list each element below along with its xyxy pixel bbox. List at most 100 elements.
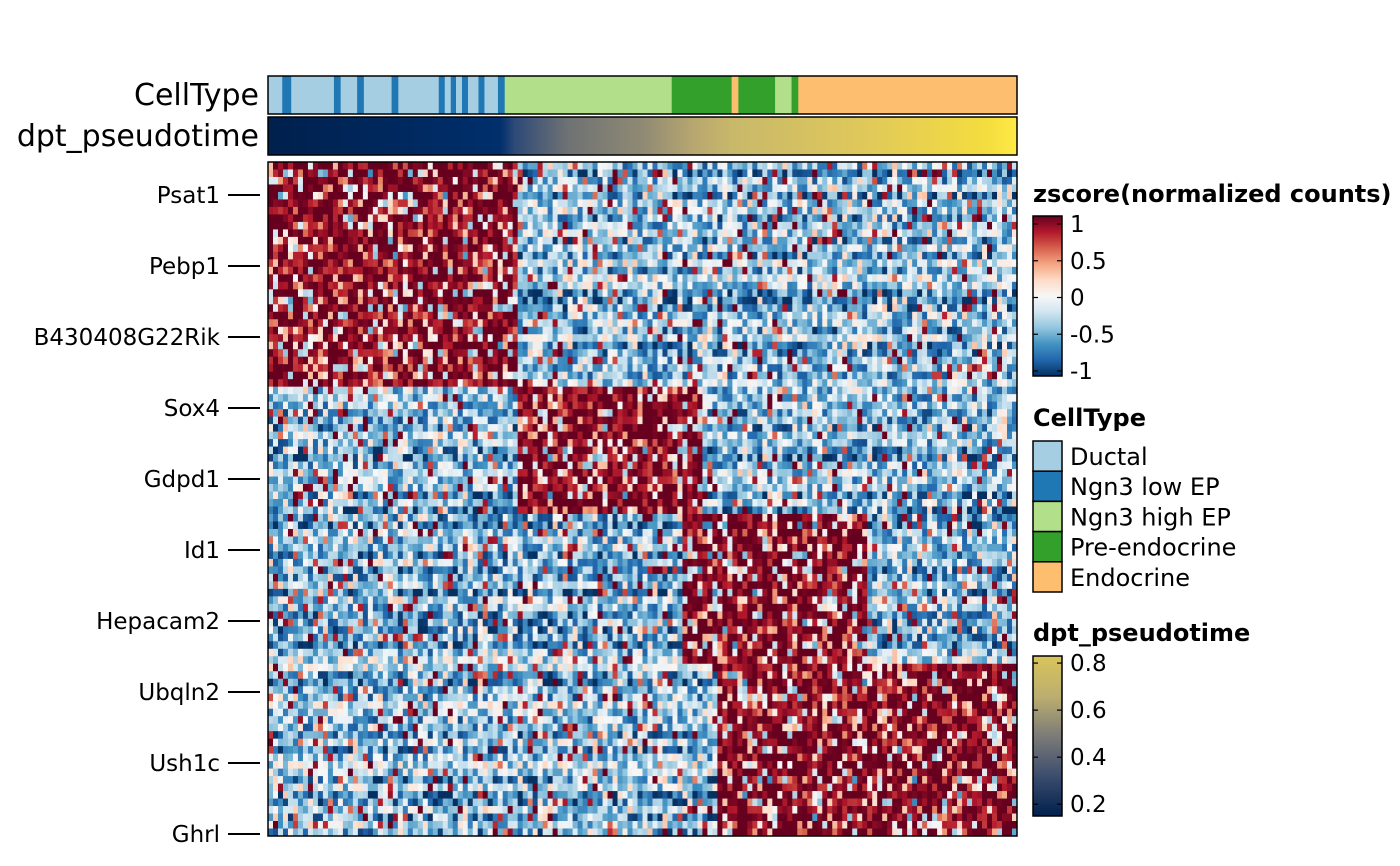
heatmap-cell	[727, 296, 733, 305]
heatmap-cell	[477, 244, 484, 253]
heatmap-cell	[562, 176, 568, 185]
heatmap-cell	[402, 184, 409, 193]
heatmap-cell	[672, 244, 678, 253]
heatmap-cell	[772, 304, 778, 313]
heatmap-cell	[387, 349, 394, 358]
heatmap-cell	[982, 386, 988, 395]
heatmap-cell	[607, 379, 613, 388]
heatmap-cell	[567, 349, 573, 358]
heatmap-cell	[437, 266, 444, 275]
heatmap-cell	[512, 304, 519, 313]
heatmap-cell	[902, 214, 908, 223]
heatmap-cell	[962, 364, 968, 373]
heatmap-cell	[532, 296, 538, 305]
heatmap-cell	[377, 244, 384, 253]
heatmap-cell	[537, 386, 543, 395]
heatmap-cell	[512, 251, 519, 260]
heatmap-cell	[832, 394, 838, 402]
heatmap-cell	[512, 221, 519, 230]
heatmap-cell	[592, 401, 598, 410]
heatmap-cell	[362, 191, 369, 200]
heatmap-cell	[777, 304, 783, 313]
heatmap-cell	[907, 349, 913, 358]
heatmap-cell	[772, 274, 778, 283]
heatmap-cell	[957, 169, 963, 178]
heatmap-cell	[777, 184, 783, 193]
heatmap-cell	[637, 326, 643, 335]
heatmap-cell	[402, 274, 409, 283]
heatmap-cell	[572, 162, 578, 170]
heatmap-cell	[407, 221, 414, 230]
heatmap-cell	[727, 214, 733, 223]
heatmap-cell	[912, 356, 918, 365]
heatmap-cell	[472, 229, 479, 238]
heatmap-cell	[697, 236, 703, 245]
heatmap-cell	[452, 296, 459, 305]
heatmap-cell	[927, 229, 933, 238]
heatmap-cell	[407, 296, 414, 305]
heatmap-cell	[672, 214, 678, 223]
heatmap-cell	[512, 266, 519, 275]
heatmap-cell	[512, 349, 519, 358]
heatmap-cell	[792, 379, 798, 388]
heatmap-cell	[497, 169, 504, 178]
heatmap-cell	[802, 229, 808, 238]
heatmap-cell	[397, 281, 404, 290]
heatmap-cell	[697, 304, 703, 313]
heatmap-cell	[742, 289, 748, 298]
heatmap-row	[268, 244, 1018, 253]
heatmap-cell	[942, 221, 948, 230]
heatmap-cell	[782, 199, 788, 208]
heatmap-cell	[737, 311, 743, 320]
heatmap-cell	[327, 319, 334, 328]
heatmap-cell	[277, 349, 284, 358]
heatmap-cell	[902, 162, 908, 170]
heatmap-cell	[268, 162, 274, 170]
heatmap-cell	[347, 199, 354, 208]
heatmap-cell	[787, 214, 793, 223]
heatmap-cell	[482, 191, 489, 200]
heatmap-cell	[787, 184, 793, 193]
heatmap-cell	[767, 214, 773, 223]
heatmap-cell	[407, 349, 414, 358]
heatmap-cell	[787, 394, 793, 402]
heatmap-cell	[827, 236, 833, 245]
heatmap-cell	[402, 356, 409, 365]
heatmap-cell	[1007, 319, 1013, 328]
heatmap-cell	[337, 281, 344, 290]
heatmap-cell	[297, 386, 304, 395]
heatmap-cell	[807, 229, 813, 238]
heatmap-cell	[367, 364, 374, 373]
heatmap-row	[268, 326, 1018, 335]
heatmap-cell	[567, 371, 573, 380]
heatmap-cell	[882, 341, 888, 350]
heatmap-cell	[772, 386, 778, 395]
heatmap-cell	[717, 341, 723, 350]
heatmap-cell	[997, 386, 1003, 395]
heatmap-cell	[452, 349, 459, 358]
heatmap-cell	[527, 229, 533, 238]
heatmap-cell	[867, 289, 873, 298]
heatmap-cell	[662, 356, 668, 365]
heatmap-cell	[317, 184, 324, 193]
heatmap-cell	[767, 251, 773, 260]
heatmap-cell	[422, 214, 429, 223]
heatmap-cell	[312, 386, 319, 395]
heatmap-cell	[942, 162, 948, 170]
heatmap-cell	[697, 259, 703, 268]
heatmap-cell	[942, 251, 948, 260]
heatmap-cell	[692, 379, 698, 388]
heatmap-cell	[552, 281, 558, 290]
heatmap-cell	[817, 304, 823, 313]
heatmap-cell	[967, 319, 973, 328]
heatmap-cell	[732, 259, 738, 268]
heatmap-cell	[442, 364, 449, 373]
heatmap-cell	[332, 364, 339, 373]
heatmap-cell	[737, 184, 743, 193]
heatmap-cell	[917, 184, 923, 193]
heatmap-cell	[762, 266, 768, 275]
heatmap-cell	[417, 379, 424, 388]
heatmap-cell	[457, 401, 464, 410]
heatmap-cell	[777, 379, 783, 388]
heatmap-cell	[362, 259, 369, 268]
